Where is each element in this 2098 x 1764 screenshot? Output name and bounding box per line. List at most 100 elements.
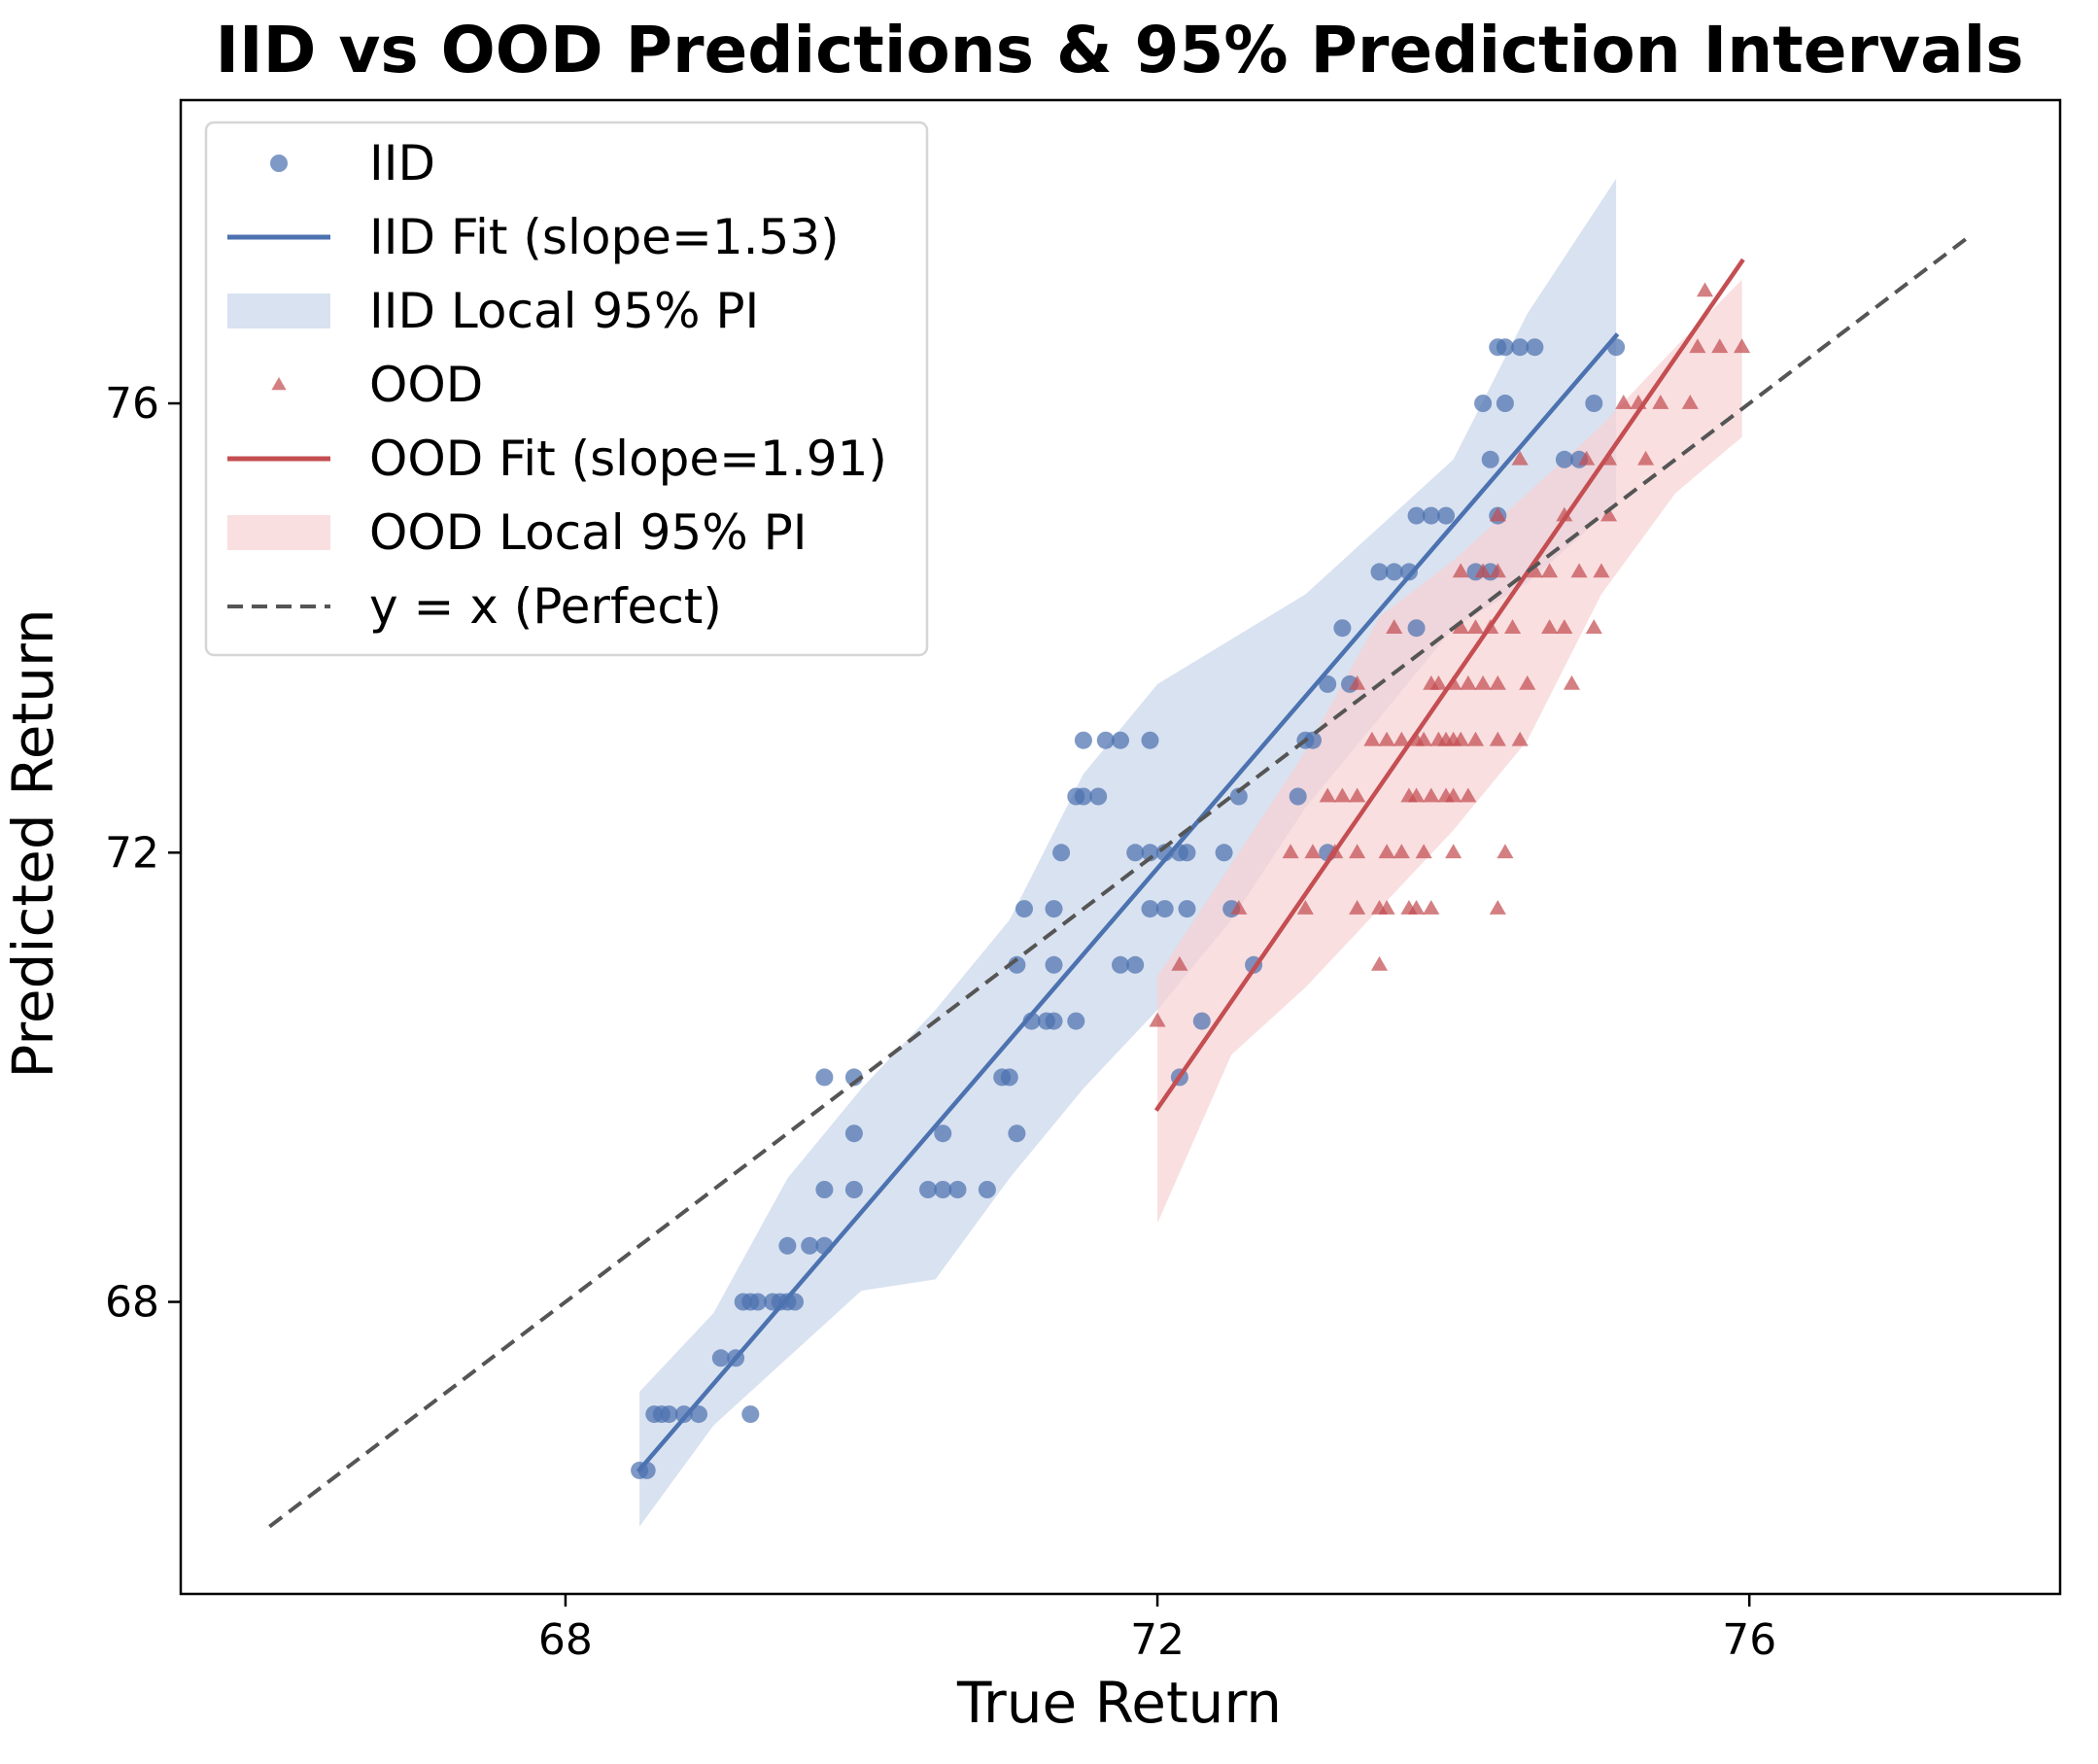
iid-point <box>1192 1012 1211 1030</box>
legend-label: y = x (Perfect) <box>369 578 722 635</box>
iid-point <box>815 1181 834 1198</box>
ood-point <box>1489 900 1506 915</box>
ood-point <box>1452 619 1469 635</box>
iid-point <box>1126 955 1145 974</box>
ood-point <box>1593 563 1610 578</box>
ood-point <box>1541 563 1559 578</box>
legend: IID IID Fit (slope=1.53) IID Local 95% PI O… <box>204 121 929 657</box>
ood-point <box>1378 844 1395 859</box>
legend-box <box>204 121 929 657</box>
iid-point <box>1178 900 1196 918</box>
line-layer <box>268 233 1973 1529</box>
ood-point <box>1489 506 1506 522</box>
y-tick-label: 68 <box>105 1278 159 1328</box>
ood-point <box>1452 731 1469 746</box>
ood-point <box>1349 674 1366 690</box>
iid-point <box>1333 619 1352 638</box>
ood-point <box>1386 619 1403 635</box>
iid-point <box>1526 338 1544 357</box>
iid-point <box>1496 395 1514 412</box>
ood-point <box>1711 338 1729 354</box>
iid-point <box>978 1181 996 1198</box>
iid-point <box>1289 787 1307 806</box>
iid-point <box>1496 338 1514 357</box>
iid-point <box>1385 563 1403 581</box>
iid-point <box>1074 731 1092 749</box>
ood-point <box>1363 731 1381 746</box>
ood-point <box>1489 563 1506 578</box>
ood-point <box>1349 787 1366 803</box>
iid-point <box>1126 844 1145 862</box>
iid-point <box>1481 450 1499 468</box>
ood-point <box>1599 506 1618 522</box>
iid-point <box>1407 619 1426 638</box>
iid-point <box>741 1405 760 1424</box>
ood-point <box>1408 900 1426 915</box>
ood-point <box>1393 731 1410 746</box>
iid-point <box>1304 731 1322 749</box>
ood-point <box>1511 731 1529 746</box>
iid-point <box>1112 731 1129 749</box>
ood-point <box>1349 900 1366 915</box>
ood-point <box>1378 731 1395 746</box>
iid-point <box>1215 844 1233 862</box>
ood-point <box>1496 844 1514 859</box>
iid-point <box>1400 563 1418 581</box>
ood-point <box>1452 563 1469 578</box>
iid-point <box>844 1124 863 1143</box>
x-tick-label: 72 <box>1130 1615 1185 1665</box>
iid-point <box>1008 1124 1026 1143</box>
iid-point <box>1000 1068 1018 1087</box>
point-layer <box>631 282 1751 1479</box>
y-axis-label: Predicted Return <box>0 608 66 1078</box>
legend-label: OOD Local 95% PI <box>369 504 808 561</box>
ood-point <box>1519 674 1536 690</box>
ood-point <box>1393 844 1410 859</box>
legend-band-swatch <box>227 515 330 550</box>
iid-point <box>1437 506 1455 525</box>
ood-point <box>1460 787 1477 803</box>
ood-point <box>1230 900 1248 915</box>
ood-point <box>1466 619 1485 635</box>
ood-point <box>1408 787 1426 803</box>
iid-point <box>778 1236 797 1255</box>
ood-point <box>1378 900 1395 915</box>
iid-point <box>690 1405 707 1424</box>
legend-label: IID Fit (slope=1.53) <box>369 209 840 265</box>
ood-point <box>1415 844 1432 859</box>
iid-point <box>844 1181 863 1198</box>
iid-point <box>1155 900 1174 918</box>
fit-line-4 <box>1153 258 1745 1112</box>
ood-point <box>1681 395 1699 409</box>
ood-point <box>1296 900 1314 915</box>
x-tick-label: 68 <box>538 1615 593 1665</box>
ood-point <box>1415 731 1432 746</box>
ood-point <box>1474 563 1492 578</box>
ood-point <box>1445 787 1462 803</box>
iid-point <box>1015 900 1033 918</box>
ood-point <box>1423 900 1440 915</box>
ood-point <box>1370 955 1389 971</box>
ood-point <box>1689 338 1706 354</box>
iid-point <box>1178 844 1196 862</box>
iid-point <box>1370 563 1389 581</box>
iid-point <box>934 1181 952 1198</box>
iid-point <box>1045 1012 1063 1030</box>
ood-point <box>1652 395 1669 409</box>
axes-layer: 68 72 76 68 72 76 <box>105 379 1776 1665</box>
ood-point <box>1349 844 1366 859</box>
ood-point <box>1504 619 1522 635</box>
iid-point <box>1511 338 1530 357</box>
iid-point <box>1052 844 1071 862</box>
ood-point <box>1541 619 1559 635</box>
iid-point <box>815 1068 834 1087</box>
ood-point <box>1696 282 1714 297</box>
ood-point <box>1304 844 1322 859</box>
iid-point <box>801 1236 819 1255</box>
pi-band-5 <box>1157 279 1742 1224</box>
ood-point <box>1578 450 1596 466</box>
legend-label: IID Local 95% PI <box>369 283 759 339</box>
ood-point <box>1489 731 1506 746</box>
y-tick-label: 72 <box>105 828 159 878</box>
